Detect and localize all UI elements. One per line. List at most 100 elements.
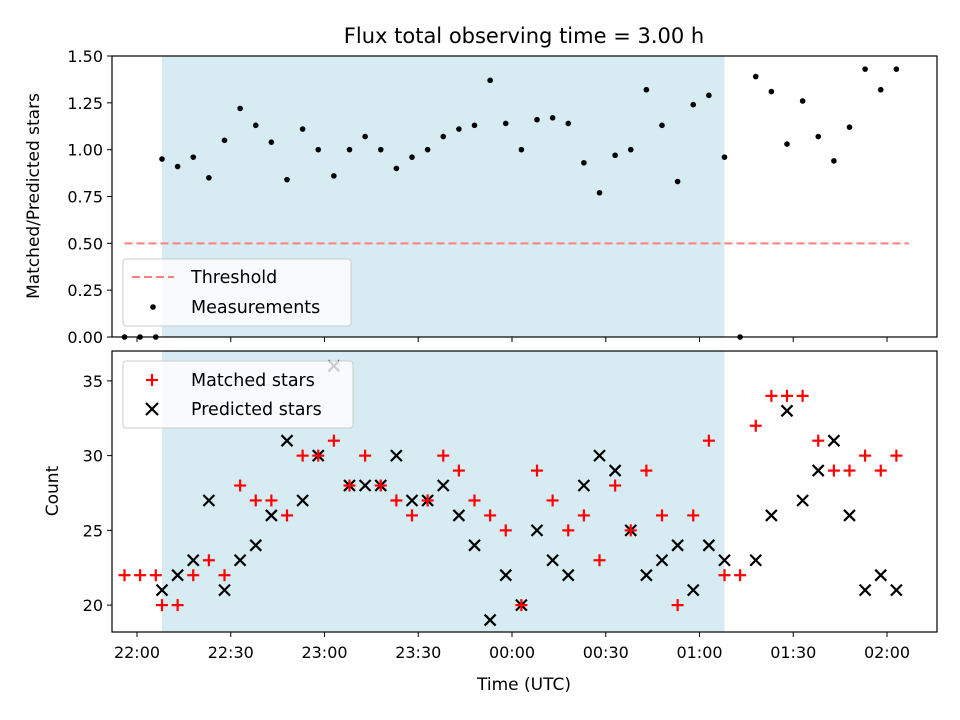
matched-star-point (327, 434, 340, 447)
top-y-tick-label-3: 0.75 (67, 188, 103, 207)
bottom-plot-frame (111, 350, 938, 633)
predicted-star-point (358, 479, 372, 492)
bottom-legend-box (122, 360, 354, 429)
matched-star-point (765, 389, 778, 402)
predicted-star-point (280, 434, 294, 447)
measurement-point (440, 133, 447, 140)
matched-star-point (359, 449, 372, 462)
matched-star-point (468, 494, 481, 507)
measurements-legend-swatch (150, 304, 156, 310)
bottom-panel: 20 25 30 35 22:00 22:30 23:00 23:30 00:00 00:30 0… (43, 350, 938, 695)
measurement-point (331, 173, 337, 179)
measurement-point (659, 122, 665, 129)
matched-star-point (640, 464, 653, 477)
predicted-star-point (499, 568, 513, 582)
matched-star-point (406, 509, 418, 522)
measurements-legend-label: Measurements (191, 298, 320, 318)
matched-star-point (171, 599, 184, 612)
bottom-x-ticks: 22:00 22:30 23:00 23:30 00:00 00:30 01:00 01:30… (114, 632, 910, 662)
measurement-point (674, 178, 681, 185)
predicted-star-point (796, 494, 809, 507)
predicted-star-point (186, 553, 200, 567)
bottom-y-tick-label-3: 35 (83, 372, 103, 391)
measurement-point (534, 116, 540, 123)
measurement-point (565, 120, 572, 127)
predicted-star-point (296, 494, 309, 507)
predicted-star-point (811, 464, 825, 477)
matched-star-point (234, 479, 247, 492)
top-y-tick-label-4: 1.00 (67, 141, 103, 160)
chart-title: Flux total observing time = 3.00 h (344, 24, 704, 48)
measurement-point (690, 101, 697, 108)
measurement-point (549, 115, 556, 121)
matched-star-point (687, 509, 700, 522)
bottom-y-tick-label-0: 20 (83, 596, 103, 615)
measurement-point (409, 154, 415, 160)
measurement-point (799, 98, 806, 104)
x-tick-label-8: 02:00 (864, 643, 910, 662)
measurement-point (299, 126, 306, 132)
measurement-point (706, 92, 712, 99)
predicted-star-point (655, 553, 669, 567)
predicted-star-point (749, 553, 763, 567)
matched-star-point (187, 569, 200, 582)
predicted-star-point (765, 509, 778, 522)
matched-star-point (531, 464, 543, 477)
predicted-star-point (218, 583, 231, 597)
matched-star-point (390, 494, 403, 507)
measurement-point (190, 154, 197, 160)
measurement-point (784, 141, 790, 147)
matched-star-point (374, 479, 387, 492)
measurement-point (862, 66, 868, 72)
predicted-star-point (702, 539, 716, 552)
predicted-star-point (890, 583, 903, 597)
top-y-tick-label-2: 0.50 (67, 234, 103, 253)
matched-star-point (437, 449, 450, 462)
x-tick-label-7: 01:30 (770, 643, 816, 662)
predicted-star-point (671, 539, 684, 552)
bottom-y-tick-label-2: 30 (83, 447, 103, 466)
top-legend-box (122, 258, 352, 327)
top-x-ticks (136, 337, 888, 342)
matched-star-point (296, 449, 309, 462)
x-tick-label-6: 01:00 (676, 643, 722, 662)
x-tick-label-5: 00:30 (583, 643, 629, 662)
measurement-point (206, 174, 212, 181)
matched-star-point (671, 599, 684, 612)
predicted-star-point (858, 583, 872, 597)
matched-legend-label: Matched stars (191, 371, 315, 391)
measurement-point (752, 73, 759, 80)
matched-star-point (156, 599, 168, 612)
matched-star-point (312, 449, 325, 462)
matched-star-point (218, 569, 231, 582)
measurement-point (252, 122, 259, 129)
measurement-point (768, 88, 775, 95)
matched-star-point (859, 449, 872, 462)
measurement-point (237, 105, 243, 112)
matched-star-point (734, 569, 747, 582)
matched-star-point (499, 524, 512, 537)
predicted-star-point (468, 539, 481, 552)
predicted-star-point (546, 553, 559, 567)
matched-star-point (546, 494, 559, 507)
measurement-point (893, 66, 900, 72)
x-tick-label-4: 00:00 (489, 643, 535, 662)
matched-star-point (421, 494, 434, 507)
predicted-star-point (265, 509, 278, 522)
predicted-star-point (249, 539, 263, 552)
predicted-star-point (483, 613, 497, 627)
predicted-star-point (202, 494, 216, 507)
top-y-axis-title: Matched/Predicted stars (24, 93, 44, 299)
predicted-star-point (452, 509, 466, 522)
matched-star-point (281, 509, 293, 522)
measurement-point (846, 124, 853, 130)
bottom-marks (118, 359, 903, 627)
top-y-tick-label-6: 1.50 (67, 47, 103, 66)
measurement-point (268, 139, 275, 145)
x-axis-title: Time (UTC) (476, 675, 571, 695)
predicted-star-point (436, 479, 450, 492)
top-panel: 0.00 0.25 0.50 0.75 1.00 1.25 1.50 Matched/Pre… (24, 47, 938, 347)
x-tick-label-0: 22:00 (114, 643, 160, 662)
measurement-point (377, 146, 384, 153)
